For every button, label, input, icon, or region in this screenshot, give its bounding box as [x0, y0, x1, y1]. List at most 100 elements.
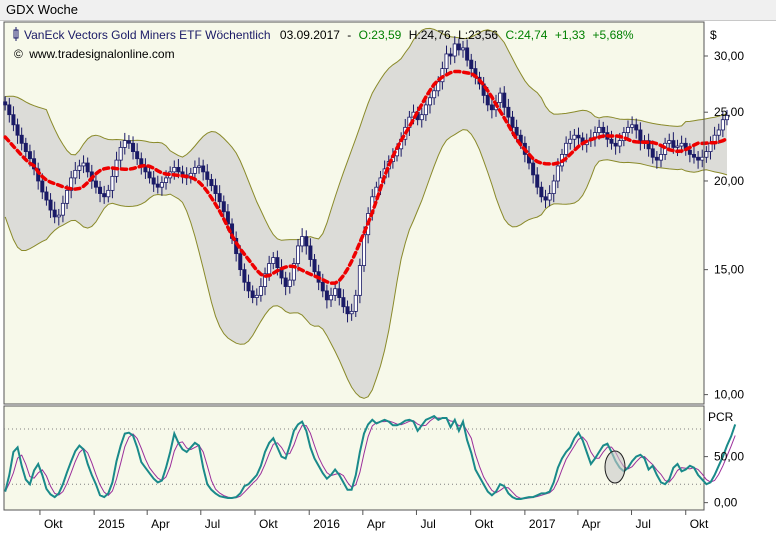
- candle: [630, 116, 635, 134]
- candle: [258, 278, 263, 302]
- time-axis-label: 2015: [98, 517, 125, 531]
- candle: [312, 254, 317, 278]
- candle: [489, 98, 494, 119]
- candle: [98, 180, 103, 203]
- oscillator-panel[interactable]: [3, 405, 705, 511]
- candle: [357, 258, 362, 304]
- change-value: +1,33: [555, 28, 586, 42]
- time-axis-label: Okt: [44, 517, 63, 531]
- candle: [271, 252, 276, 270]
- candle: [720, 112, 725, 138]
- candle: [506, 98, 511, 124]
- candle: [102, 185, 107, 204]
- instrument-name: VanEck Vectors Gold Miners ETF Wöchentli…: [24, 28, 271, 42]
- candle: [452, 36, 457, 64]
- candle: [19, 127, 24, 151]
- candle: [675, 139, 680, 157]
- candle: [704, 146, 709, 163]
- candle: [531, 156, 536, 184]
- candle: [205, 164, 210, 187]
- source-link[interactable]: © www.tradesignalonline.com: [14, 47, 175, 61]
- candle: [44, 186, 49, 206]
- quote-separator: -: [347, 28, 351, 42]
- candle: [283, 271, 288, 296]
- candle: [654, 151, 659, 169]
- candle: [56, 208, 61, 226]
- close-value: C:24,74: [505, 28, 547, 42]
- candle: [568, 130, 573, 150]
- candle: [106, 184, 111, 203]
- candle: [197, 157, 202, 174]
- moving-average-line: [3, 69, 729, 285]
- candle: [324, 284, 329, 309]
- candle: [646, 133, 651, 157]
- candle: [213, 178, 218, 202]
- candle: [329, 287, 334, 307]
- candle: [126, 135, 131, 149]
- candle: [7, 97, 12, 123]
- candle: [461, 40, 466, 58]
- time-axis-label: Okt: [475, 517, 494, 531]
- bollinger-band-area: [5, 28, 727, 399]
- candle: [291, 258, 296, 286]
- candle: [60, 195, 65, 223]
- candle: [304, 230, 309, 255]
- low-value: L:23,56: [458, 28, 498, 42]
- candle: [110, 169, 115, 199]
- candle: [543, 189, 548, 208]
- candle: [73, 161, 78, 185]
- open-value: O:23,59: [359, 28, 402, 42]
- price-axis-unit: $: [710, 28, 717, 42]
- candle: [287, 272, 292, 294]
- window-titlebar: GDX Woche: [0, 0, 776, 21]
- candle: [456, 38, 461, 56]
- candle: [345, 300, 350, 323]
- candle: [122, 132, 127, 155]
- candle: [48, 193, 53, 218]
- candle: [547, 185, 552, 207]
- candle: [423, 96, 428, 122]
- candle: [724, 109, 729, 126]
- candle: [254, 288, 259, 306]
- candle: [613, 137, 618, 155]
- oscillator-axis-unit: PCR: [708, 410, 734, 424]
- candle: [263, 267, 268, 296]
- time-axis-label: 2017: [529, 517, 556, 531]
- oscillator-axis-label: 50,00: [714, 450, 744, 464]
- candle: [93, 172, 98, 194]
- quote-date: 03.09.2017: [280, 28, 340, 42]
- candle: [572, 129, 577, 148]
- price-axis: 10,00 15,00 20,00 25,00 30,00: [704, 49, 744, 402]
- candle: [576, 127, 581, 146]
- candle: [242, 263, 247, 291]
- sma-line: [3, 69, 729, 285]
- price-axis-label: 30,00: [714, 49, 744, 63]
- candle: [147, 166, 152, 184]
- time-axis-label: Jul: [636, 517, 651, 531]
- candle: [151, 170, 156, 192]
- change-percent: +5,68%: [593, 28, 634, 42]
- price-axis-label: 20,00: [714, 174, 744, 188]
- candle: [221, 195, 226, 221]
- oscillator-axis: 0,00 50,00: [704, 450, 744, 510]
- time-axis-label: Apr: [367, 517, 386, 531]
- candle: [609, 130, 614, 150]
- candle: [77, 159, 82, 180]
- candle: [341, 289, 346, 314]
- candle: [638, 122, 643, 151]
- candle: [551, 174, 556, 203]
- time-axis: Okt 2015 Apr Jul Okt 2016 Apr Jul Okt 2017 Apr Jul O…: [39, 510, 709, 531]
- oscillator-reference-lines: [4, 428, 704, 485]
- candle: [658, 146, 663, 168]
- candle: [23, 137, 28, 158]
- candle: [634, 118, 639, 139]
- candle: [502, 86, 507, 116]
- candle: [625, 120, 630, 141]
- candle: [118, 141, 123, 169]
- candle: [201, 159, 206, 181]
- window-title: GDX Woche: [6, 2, 79, 17]
- bollinger-lower-band: [4, 129, 728, 399]
- oscillator-axis-label: 0,00: [714, 496, 738, 510]
- chart-header: VanEck Vectors Gold Miners ETF Wöchentli…: [13, 27, 634, 61]
